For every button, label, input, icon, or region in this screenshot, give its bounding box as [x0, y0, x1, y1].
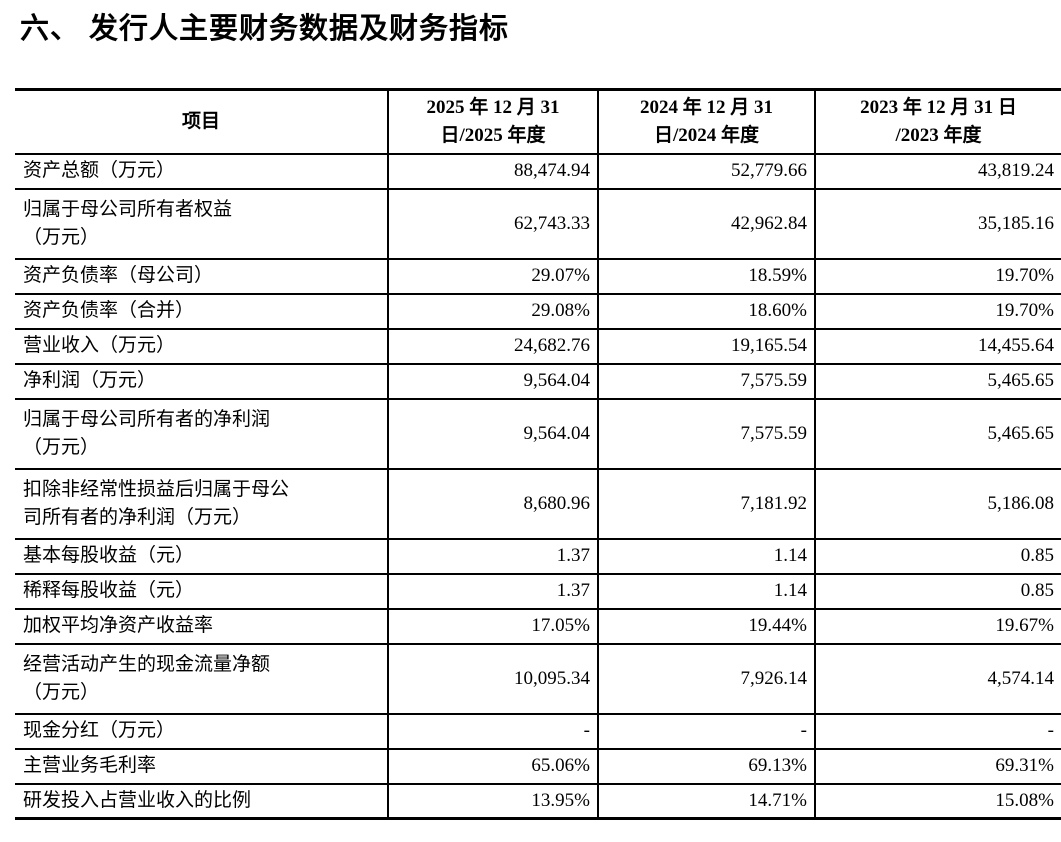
row-label: 净利润（万元）: [15, 363, 388, 400]
row-value: -: [814, 713, 1061, 750]
row-value: 35,185.16: [814, 188, 1061, 260]
row-label: 营业收入（万元）: [15, 328, 388, 365]
row-value: 1.37: [387, 573, 598, 610]
column-header-period-2025: 2025 年 12 月 31 日/2025 年度: [387, 89, 598, 155]
row-label: 主营业务毛利率: [15, 748, 388, 785]
row-value: 5,465.65: [814, 398, 1061, 470]
table-row: 归属于母公司所有者的净利润 （万元） 9,564.04 7,575.59 5,4…: [15, 398, 1061, 470]
row-value: 17.05%: [387, 608, 598, 645]
row-value: 15.08%: [814, 783, 1061, 820]
row-value: 18.60%: [597, 293, 815, 330]
page-title: 六、 发行人主要财务数据及财务指标: [20, 13, 510, 45]
row-value: 13.95%: [387, 783, 598, 820]
table-row: 资产负债率（合并） 29.08% 18.60% 19.70%: [15, 293, 1061, 330]
row-value: 19.70%: [814, 293, 1061, 330]
row-label: 扣除非经常性损益后归属于母公 司所有者的净利润（万元）: [15, 468, 388, 540]
row-label: 资产负债率（合并）: [15, 293, 388, 330]
row-value: 19.67%: [814, 608, 1061, 645]
financial-indicators-table: 项目 2025 年 12 月 31 日/2025 年度 2024 年 12 月 …: [15, 88, 1061, 820]
row-value: 7,926.14: [597, 643, 815, 715]
row-value: -: [387, 713, 598, 750]
row-value: 42,962.84: [597, 188, 815, 260]
row-value: 1.14: [597, 538, 815, 575]
row-value: 18.59%: [597, 258, 815, 295]
row-label: 基本每股收益（元）: [15, 538, 388, 575]
column-header-item: 项目: [15, 89, 388, 155]
row-value: 14.71%: [597, 783, 815, 820]
row-value: 19.44%: [597, 608, 815, 645]
row-label: 加权平均净资产收益率: [15, 608, 388, 645]
row-value: 19,165.54: [597, 328, 815, 365]
row-value: 4,574.14: [814, 643, 1061, 715]
row-value: 62,743.33: [387, 188, 598, 260]
row-value: 14,455.64: [814, 328, 1061, 365]
row-value: 0.85: [814, 573, 1061, 610]
table-row: 营业收入（万元） 24,682.76 19,165.54 14,455.64: [15, 328, 1061, 365]
column-header-period-2023: 2023 年 12 月 31 日 /2023 年度: [814, 89, 1061, 155]
table-row: 资产负债率（母公司） 29.07% 18.59% 19.70%: [15, 258, 1061, 295]
column-header-period-2024: 2024 年 12 月 31 日/2024 年度: [597, 89, 815, 155]
row-value: 43,819.24: [814, 153, 1061, 190]
table-row: 现金分红（万元） - - -: [15, 713, 1061, 750]
row-value: 9,564.04: [387, 398, 598, 470]
row-value: 52,779.66: [597, 153, 815, 190]
table-row: 稀释每股收益（元） 1.37 1.14 0.85: [15, 573, 1061, 610]
row-value: 7,181.92: [597, 468, 815, 540]
row-value: 69.13%: [597, 748, 815, 785]
table-row: 经营活动产生的现金流量净额 （万元） 10,095.34 7,926.14 4,…: [15, 643, 1061, 715]
row-value: 88,474.94: [387, 153, 598, 190]
row-value: 1.14: [597, 573, 815, 610]
table-row: 主营业务毛利率 65.06% 69.13% 69.31%: [15, 748, 1061, 785]
table-row: 资产总额（万元） 88,474.94 52,779.66 43,819.24: [15, 153, 1061, 190]
table-header-row: 项目 2025 年 12 月 31 日/2025 年度 2024 年 12 月 …: [15, 89, 1061, 155]
row-value: 7,575.59: [597, 398, 815, 470]
row-value: 5,465.65: [814, 363, 1061, 400]
row-value: 24,682.76: [387, 328, 598, 365]
row-value: 8,680.96: [387, 468, 598, 540]
row-value: 5,186.08: [814, 468, 1061, 540]
row-value: 9,564.04: [387, 363, 598, 400]
row-value: 69.31%: [814, 748, 1061, 785]
row-value: 0.85: [814, 538, 1061, 575]
row-label: 资产总额（万元）: [15, 153, 388, 190]
row-label: 资产负债率（母公司）: [15, 258, 388, 295]
row-value: 65.06%: [387, 748, 598, 785]
row-value: 19.70%: [814, 258, 1061, 295]
table-row: 研发投入占营业收入的比例 13.95% 14.71% 15.08%: [15, 783, 1061, 820]
row-value: 29.08%: [387, 293, 598, 330]
table-row: 加权平均净资产收益率 17.05% 19.44% 19.67%: [15, 608, 1061, 645]
row-label: 稀释每股收益（元）: [15, 573, 388, 610]
table-row: 归属于母公司所有者权益 （万元） 62,743.33 42,962.84 35,…: [15, 188, 1061, 260]
row-label: 研发投入占营业收入的比例: [15, 783, 388, 820]
row-value: 10,095.34: [387, 643, 598, 715]
table-row: 扣除非经常性损益后归属于母公 司所有者的净利润（万元） 8,680.96 7,1…: [15, 468, 1061, 540]
row-value: 7,575.59: [597, 363, 815, 400]
table-row: 基本每股收益（元） 1.37 1.14 0.85: [15, 538, 1061, 575]
row-value: -: [597, 713, 815, 750]
row-value: 29.07%: [387, 258, 598, 295]
table-row: 净利润（万元） 9,564.04 7,575.59 5,465.65: [15, 363, 1061, 400]
row-value: 1.37: [387, 538, 598, 575]
row-label: 归属于母公司所有者的净利润 （万元）: [15, 398, 388, 470]
row-label: 现金分红（万元）: [15, 713, 388, 750]
row-label: 归属于母公司所有者权益 （万元）: [15, 188, 388, 260]
row-label: 经营活动产生的现金流量净额 （万元）: [15, 643, 388, 715]
